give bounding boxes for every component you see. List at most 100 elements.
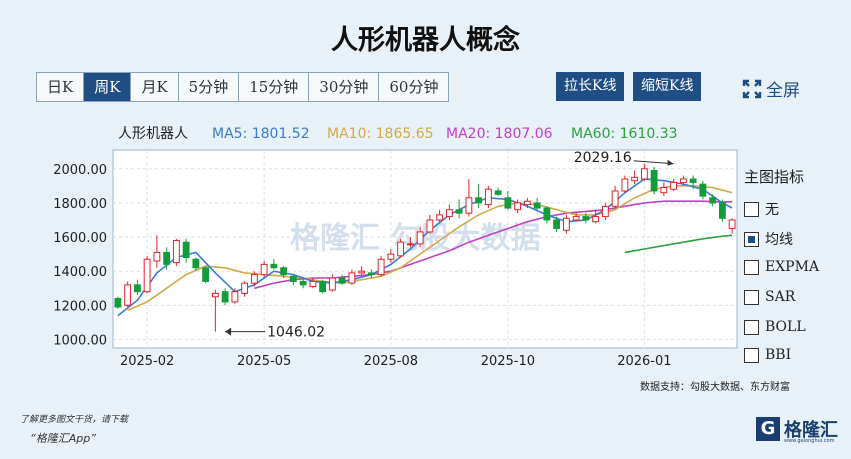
tab-5min[interactable]: 5分钟 <box>179 73 240 101</box>
candle-body <box>553 219 561 230</box>
arrow-icon <box>667 159 674 166</box>
watermark: 格隆汇 勾股大数据 <box>290 221 540 256</box>
candle-body <box>640 168 648 180</box>
indicator-label: EXPMA <box>765 259 820 275</box>
candle-body <box>514 202 522 211</box>
candle-body <box>270 263 278 269</box>
tab-60min[interactable]: 60分钟 <box>389 78 439 96</box>
candle-body <box>328 277 336 291</box>
y-tick-label: 2000.00 <box>53 163 107 178</box>
plot-area <box>112 149 738 349</box>
zoom-out-button[interactable]: 缩短K线 <box>633 72 702 101</box>
candle-body <box>718 202 726 219</box>
x-tick-label: 2025-10 <box>481 354 535 369</box>
candle-body <box>601 205 609 218</box>
checkbox-icon <box>744 347 759 363</box>
candle-body <box>416 231 424 245</box>
candle-body <box>582 216 590 221</box>
download-hint: 了解更多图文干货，请下载 <box>20 415 129 425</box>
candle-body <box>406 243 414 246</box>
candle-body <box>621 178 629 192</box>
candle-body <box>592 216 600 223</box>
candle-body <box>445 209 453 218</box>
brand-logo: G 格隆汇 www.gelonghui.com <box>756 416 838 444</box>
indicator-panel-title: 主图指标 <box>744 168 805 186</box>
candle-body <box>182 241 190 259</box>
indicator-boll[interactable]: BOLL <box>744 319 806 335</box>
checkbox-icon <box>744 201 759 217</box>
y-tick-label: 1200.00 <box>53 299 107 314</box>
indicator-ma[interactable]: 均线 <box>744 229 793 249</box>
logo-text: 格隆汇 <box>784 420 838 441</box>
ma-legend-ma5: MA5: 1801.52 <box>212 126 310 142</box>
candle-body <box>289 275 297 282</box>
indicator-label: 均线 <box>765 232 793 248</box>
candle-body <box>484 188 492 206</box>
fullscreen-button[interactable]: 全屏 <box>742 76 800 101</box>
candle-body <box>504 197 512 209</box>
candle-body <box>250 274 258 284</box>
indicator-label: SAR <box>765 289 796 305</box>
low-label: 1046.02 <box>267 325 325 341</box>
arrow-icon <box>225 327 232 336</box>
x-tick-label: 2026-01 <box>617 354 671 369</box>
series-name: 人形机器人 <box>118 126 188 142</box>
x-tick-label: 2025-05 <box>237 354 291 369</box>
tab-daily-k[interactable]: 日K <box>37 73 85 101</box>
indicator-label: 无 <box>765 202 779 218</box>
candle-body <box>679 178 687 183</box>
checkbox-icon <box>744 319 759 335</box>
candle-body <box>172 239 180 264</box>
candle-body <box>192 258 200 269</box>
candle-body <box>377 258 385 276</box>
y-tick-label: 1000.00 <box>53 333 107 348</box>
indicator-bbi[interactable]: BBI <box>744 347 791 363</box>
candle-body <box>338 277 346 284</box>
candle-body <box>728 219 736 230</box>
indicator-label: BOLL <box>765 319 806 335</box>
candle-body <box>650 169 658 192</box>
candle-body <box>143 258 151 293</box>
checkbox-icon <box>744 289 759 305</box>
tab-weekly-k[interactable]: 周K <box>84 73 132 101</box>
candle-body <box>543 207 551 221</box>
candle-body <box>533 202 541 209</box>
candle-body <box>426 219 434 233</box>
logo-url: www.gelonghui.com <box>784 438 835 444</box>
high-pointer <box>633 160 674 165</box>
zoom-in-button[interactable]: 拉长K线 <box>556 72 625 101</box>
candle-body <box>387 253 395 260</box>
checkbox-checked-icon <box>744 231 759 247</box>
candle-body <box>631 176 639 182</box>
tab-15min[interactable]: 15分钟 <box>239 73 310 101</box>
candle-body <box>358 270 366 274</box>
indicator-label: BBI <box>765 347 792 363</box>
tab-monthly-k[interactable]: 月K <box>131 73 179 101</box>
candle-body <box>611 190 619 207</box>
indicator-expma[interactable]: EXPMA <box>744 259 819 275</box>
candle-body <box>689 178 697 183</box>
y-tick-label: 1600.00 <box>53 231 107 246</box>
fullscreen-icon <box>742 79 762 98</box>
fullscreen-label: 全屏 <box>766 81 800 101</box>
candle-body <box>124 284 132 306</box>
x-tick-label: 2025-02 <box>120 354 174 369</box>
y-tick-label: 1800.00 <box>53 197 107 212</box>
candle-body <box>319 280 327 293</box>
ma-legend-ma60: MA60: 1610.33 <box>571 126 678 142</box>
x-tick-label: 2025-08 <box>364 354 418 369</box>
candle-body <box>163 251 171 265</box>
candle-body <box>241 282 249 294</box>
candle-body <box>660 187 668 194</box>
candle-body <box>299 280 307 286</box>
candle-body <box>455 209 463 214</box>
candle-body <box>280 267 288 276</box>
candle-body <box>562 217 570 231</box>
candle-body <box>572 216 580 221</box>
tab-30min[interactable]: 30分钟 <box>309 73 380 101</box>
indicator-none[interactable]: 无 <box>744 199 779 219</box>
indicator-sar[interactable]: SAR <box>744 289 795 305</box>
ma-legend-ma10: MA10: 1865.65 <box>327 126 434 142</box>
candle-body <box>367 272 375 276</box>
